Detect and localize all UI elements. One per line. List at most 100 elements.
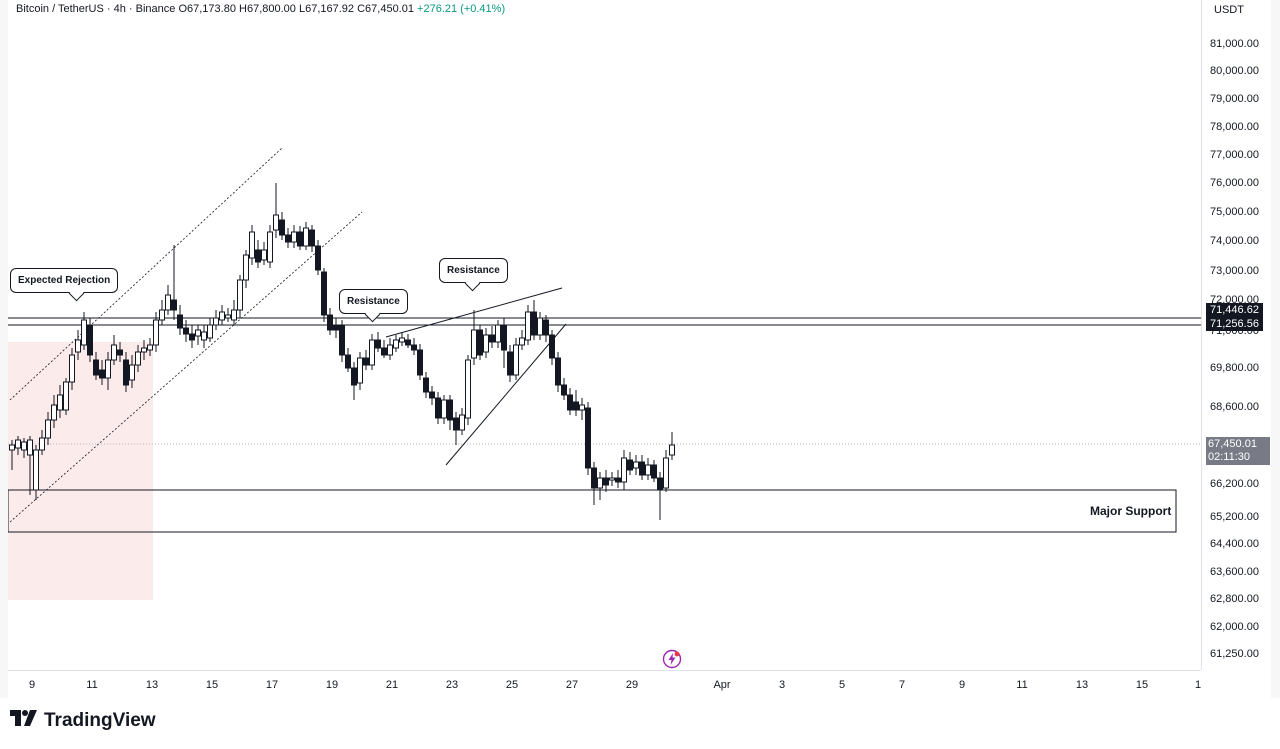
candle-body: [387, 344, 393, 356]
candle-body: [237, 279, 243, 311]
candle-body: [453, 417, 459, 431]
time-tick: 19: [325, 679, 339, 691]
major-support-box: [8, 489, 1177, 533]
candle-body: [381, 347, 387, 356]
time-tick: 1: [1194, 679, 1202, 691]
candle-body: [75, 339, 81, 353]
time-tick: 21: [385, 679, 399, 691]
candle-body: [429, 391, 435, 399]
candle-body: [243, 254, 249, 281]
candle-body: [303, 227, 309, 247]
candle-body: [351, 367, 357, 386]
resistance-callout-1[interactable]: Resistance: [339, 289, 408, 314]
major-support-label: Major Support: [1090, 504, 1172, 518]
tradingview-logo[interactable]: TradingView: [10, 710, 156, 732]
candle-body: [345, 354, 351, 369]
candle-body: [51, 404, 57, 421]
price-tick: 73,000.00: [1210, 265, 1259, 277]
level-label-lower: 71,256.56: [1206, 317, 1263, 331]
currency-label[interactable]: USDT: [1214, 4, 1244, 16]
channel-upper-line: [9, 147, 283, 401]
candle-body: [123, 359, 129, 386]
price-tick: 81,000.00: [1210, 38, 1259, 50]
resistance-callout-2[interactable]: Resistance: [439, 258, 508, 283]
candle-body: [99, 369, 105, 379]
chart-pane[interactable]: Bitcoin / TetherUS · 4h · Binance O67,17…: [8, 0, 1201, 670]
candle-body: [435, 397, 441, 419]
time-tick: 23: [445, 679, 459, 691]
candle-body: [231, 309, 237, 321]
candle-body: [261, 249, 267, 261]
candle-body: [501, 324, 507, 351]
candles-group: [9, 183, 675, 520]
time-tick: 7: [898, 679, 906, 691]
tradingview-mark-icon: [10, 710, 38, 732]
candle-body: [267, 231, 273, 263]
left-margin: [0, 0, 8, 698]
candle-body: [363, 357, 369, 366]
candle-body: [585, 407, 591, 469]
candle-body: [663, 457, 669, 489]
candle-body: [333, 324, 339, 331]
candle-body: [669, 444, 675, 456]
candle-body: [189, 333, 195, 341]
symbol-title[interactable]: Bitcoin / TetherUS · 4h · Binance: [16, 3, 176, 15]
price-tick: 77,000.00: [1210, 149, 1259, 161]
time-axis[interactable]: 9 11 13 15 17 19 21 23 25 27 29 Apr 3 5 …: [8, 670, 1201, 699]
expected-rejection-callout[interactable]: Expected Rejection: [10, 268, 119, 293]
candle-body: [117, 349, 123, 356]
lightning-icon[interactable]: [662, 649, 682, 669]
price-axis[interactable]: USDT 81,000.00 80,000.00 79,000.00 78,00…: [1201, 0, 1272, 670]
candle-body: [375, 339, 381, 349]
legend-close: C67,450.01: [357, 3, 414, 15]
candle-body: [591, 467, 597, 489]
candle-body: [165, 294, 171, 311]
candle-body: [297, 231, 303, 247]
candle-body: [633, 461, 639, 469]
candle-body: [315, 245, 321, 271]
time-tick: 9: [28, 679, 36, 691]
price-tick: 76,000.00: [1210, 177, 1259, 189]
candle-body: [147, 344, 153, 351]
candle-body: [405, 339, 411, 346]
candle-body: [495, 324, 501, 343]
candle-body: [45, 419, 51, 439]
candle-body: [339, 324, 345, 356]
price-tick: 74,000.00: [1210, 235, 1259, 247]
candle-body: [309, 229, 315, 247]
candle-body: [483, 334, 489, 353]
candle-body: [603, 477, 609, 486]
time-tick: 15: [1135, 679, 1149, 691]
resistance-text-1: Resistance: [347, 296, 400, 307]
candle-body: [213, 317, 219, 326]
candle-body: [81, 319, 87, 346]
candle-body: [513, 344, 519, 376]
candle-body: [519, 337, 525, 346]
price-tick: 66,200.00: [1210, 478, 1259, 490]
candle-body: [195, 329, 201, 337]
time-tick: 9: [958, 679, 966, 691]
time-tick: 13: [1075, 679, 1089, 691]
candle-body: [9, 444, 15, 451]
candle-body: [15, 439, 21, 449]
candle-body: [273, 214, 279, 231]
price-tick: 75,000.00: [1210, 206, 1259, 218]
time-tick: 27: [565, 679, 579, 691]
price-tick: 65,200.00: [1210, 511, 1259, 523]
candle-body: [327, 314, 333, 331]
price-tick: 62,000.00: [1210, 621, 1259, 633]
footer: TradingView: [0, 698, 1280, 749]
resistance-text-2: Resistance: [447, 265, 500, 276]
candle-body: [627, 459, 633, 471]
candlestick-chart[interactable]: [8, 0, 1201, 670]
candle-body: [507, 351, 513, 376]
candle-body: [561, 384, 567, 396]
candle-body: [411, 344, 417, 351]
candle-body: [555, 357, 561, 386]
candle-body: [639, 461, 645, 476]
legend-change: +276.21 (+0.41%): [417, 3, 506, 15]
candle-body: [27, 439, 33, 456]
price-tick: 61,250.00: [1210, 648, 1259, 660]
candle-body: [63, 381, 69, 411]
candle-body: [141, 347, 147, 353]
